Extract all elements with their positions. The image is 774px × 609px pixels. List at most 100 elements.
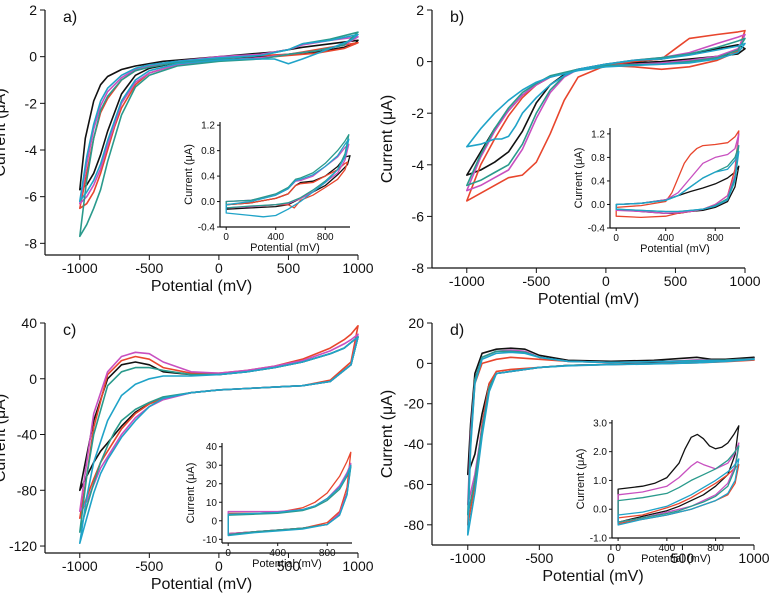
p2-inset-y-tick-label: 10 (206, 498, 218, 509)
p2-inset-y-tick-label: 40 (206, 442, 218, 453)
p2-inset-series-cyan (227, 464, 352, 537)
p0-main-y-tick-label: -8 (25, 235, 38, 251)
p1-main-x-tick-label: 1000 (729, 273, 760, 289)
p3-inset-series-teal (617, 445, 740, 523)
p2-main-y-tick-label: 40 (21, 315, 37, 331)
p1-main-y-tick-label: -6 (412, 208, 425, 224)
p3-main-series-red (467, 356, 755, 526)
panel-label: a) (63, 9, 77, 26)
inset-plot: 0 400 800 3.0 2.0 1.0 0.0 -1.0 Potential (mV) Cur… (575, 418, 740, 565)
p1-inset-series-magenta (615, 133, 740, 214)
p0-inset-x-tick-label: 0 (223, 232, 229, 243)
p2-inset-y-tick-label: -10 (203, 535, 218, 546)
p0-inset-x-tick-label: 400 (267, 232, 284, 243)
p2-inset-x-tick-label: 0 (225, 548, 231, 559)
p0-inset-y-tick-label: 1.2 (201, 121, 215, 132)
p2-main-y-tick-label: -80 (17, 482, 37, 498)
p0-inset-y-tick-label: 0.0 (201, 197, 215, 208)
p2-main-x-tick-label: 500 (277, 558, 301, 574)
p3-inset-y-tick-label: -1.0 (590, 534, 608, 545)
p3-main-x-tick-label: -500 (525, 550, 553, 566)
p0-inset-series-teal (225, 134, 350, 209)
p3-main-y-tick-label: -20 (404, 396, 424, 412)
p3-inset-y-tick-label: 0.0 (593, 505, 607, 516)
p2-inset-y-tick-label: 20 (206, 479, 218, 490)
p0-inset-series-cyan (225, 138, 350, 218)
p2-main-y-axis-title: Current (μA) (0, 394, 9, 482)
p3-main-x-tick-label: 0 (607, 550, 615, 566)
p1-inset-x-axis-title: Potential (mV) (640, 243, 710, 255)
p2-inset-y-tick-label: 30 (206, 461, 218, 472)
p0-main-series-teal (79, 31, 359, 238)
p3-inset-y-tick-label: 1.0 (593, 476, 607, 487)
p1-inset-y-tick-label: 1.2 (591, 129, 605, 140)
panel-label: b) (450, 9, 464, 26)
p2-main-x-tick-label: 1000 (342, 558, 373, 574)
p2-inset-series-magenta (227, 462, 352, 535)
p1-main-series-teal (466, 37, 746, 187)
p3-inset-x-tick-label: 400 (659, 543, 676, 554)
p1-main-y-tick-label: 2 (416, 2, 424, 18)
panel-a: -1000 -500 0 500 1000 2 0 -2 -4 -6 -8 Potential (mV… (0, 2, 374, 295)
p0-inset-x-axis-title: Potential (mV) (250, 242, 320, 254)
p1-main-x-axis-title: Potential (mV) (538, 291, 639, 308)
p1-main-x-tick-label: -500 (522, 273, 550, 289)
p3-main-y-tick-label: 20 (408, 315, 424, 331)
p0-main-x-tick-label: -500 (135, 260, 163, 276)
p3-main-y-tick-label: -40 (404, 436, 424, 452)
p1-main-y-tick-label: 0 (416, 54, 424, 70)
p3-main-x-tick-label: 500 (671, 550, 695, 566)
p0-inset-x-tick-label: 800 (317, 232, 334, 243)
p2-main-x-axis-title: Potential (mV) (151, 576, 252, 593)
p1-main-series-red (466, 29, 746, 202)
p1-inset-x-tick-label: 800 (707, 233, 724, 244)
p0-inset-y-tick-label: 0.4 (201, 172, 215, 183)
p1-main-series-cyan (466, 42, 746, 148)
p1-inset-series-cyan (615, 150, 740, 213)
p1-main-x-tick-label: -1000 (449, 273, 485, 289)
p3-main-x-tick-label: 1000 (738, 550, 769, 566)
p0-main-y-tick-label: -6 (25, 189, 38, 205)
p1-inset-x-tick-label: 0 (613, 233, 619, 244)
p2-inset-series-black (227, 464, 352, 535)
panel-d: -1000 -500 0 500 1000 20 0 -20 -40 -60 -80 Potentia… (379, 315, 770, 585)
p1-main-y-tick-label: -2 (412, 105, 425, 121)
p0-main-y-tick-label: 2 (29, 2, 37, 18)
p0-main-y-tick-label: -4 (25, 142, 38, 158)
p3-inset-x-tick-label: 0 (615, 543, 621, 554)
p3-main-series-black (467, 347, 755, 476)
p0-main-x-tick-label: 0 (215, 260, 223, 276)
p1-inset-x-tick-label: 400 (657, 233, 674, 244)
p0-main-x-axis-title: Potential (mV) (151, 278, 252, 295)
p0-inset-y-tick-label: 0.8 (201, 146, 215, 157)
p2-inset-x-tick-label: 800 (319, 548, 336, 559)
p2-inset-y-axis-title: Current (μA) (185, 463, 197, 524)
p1-inset-y-axis-title: Current (μA) (573, 148, 585, 209)
p2-main-series-cyan (79, 336, 359, 544)
p1-main-y-tick-label: -8 (412, 260, 425, 276)
p2-main-y-tick-label: -120 (9, 538, 37, 554)
p2-inset-y-tick-label: 0 (211, 516, 217, 527)
p3-main-series-cyan (467, 351, 755, 536)
panel-b: -1000 -500 0 500 1000 2 0 -2 -4 -6 -8 Potential (mV… (379, 2, 761, 308)
panel-label: d) (450, 322, 464, 339)
p3-inset-series-black (617, 425, 740, 523)
p3-main-x-axis-title: Potential (mV) (542, 568, 643, 585)
p3-inset-y-tick-label: 3.0 (593, 418, 607, 429)
p0-main-x-tick-label: 1000 (342, 260, 373, 276)
p1-inset-y-tick-label: 0.4 (591, 176, 605, 187)
p2-inset-x-tick-label: 400 (269, 548, 286, 559)
p1-inset-series-red (615, 130, 740, 219)
p0-inset-y-tick-label: -0.4 (198, 223, 216, 234)
p2-inset-series-teal (227, 466, 352, 536)
inset-plot: 0 400 800 40 30 20 10 0 -10 Potential (mV) Current… (185, 442, 352, 570)
p1-main-x-tick-label: 0 (602, 273, 610, 289)
p2-inset-x-axis-title: Potential (mV) (252, 558, 322, 570)
p3-inset-y-tick-label: 2.0 (593, 447, 607, 458)
p3-inset-series-red (617, 463, 740, 525)
p1-inset-y-tick-label: 0.0 (591, 200, 605, 211)
inset-plot: 0 400 800 1.2 0.8 0.4 0.0 -0.4 Potential (mV) Cur… (573, 128, 740, 255)
p2-main-series-red (79, 325, 359, 519)
p1-main-y-tick-label: -4 (412, 157, 425, 173)
